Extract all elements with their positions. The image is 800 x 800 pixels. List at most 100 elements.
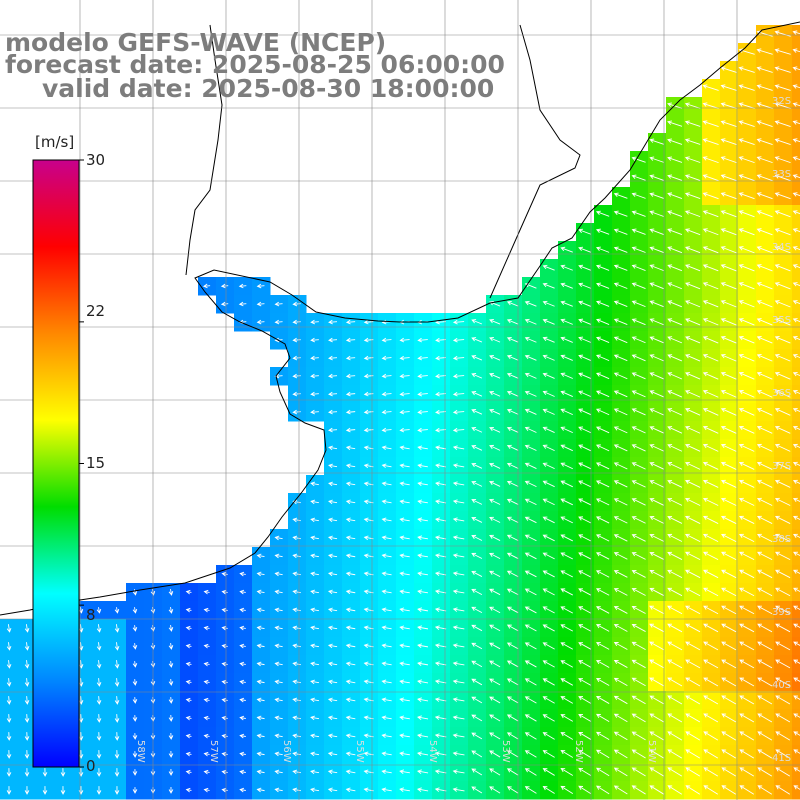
wind-arrow [631, 767, 646, 777]
wind-arrow [595, 570, 610, 578]
wind-arrow [720, 156, 737, 164]
wind-arrow [489, 768, 501, 776]
wind-arrow [774, 66, 791, 73]
wind-arrow [560, 606, 574, 614]
wind-arrow [684, 102, 701, 109]
wind-arrow [203, 661, 210, 667]
wind-arrow [792, 336, 800, 341]
wind-arrow [524, 552, 537, 560]
wind-arrow [667, 731, 683, 741]
wind-arrow [739, 659, 755, 669]
wind-cell [792, 493, 800, 512]
wind-arrow [793, 713, 800, 718]
wind-arrow [613, 767, 628, 777]
wind-arrow [524, 462, 537, 469]
wind-arrow [489, 516, 501, 523]
wind-arrow [578, 354, 592, 361]
wind-arrow [560, 462, 573, 470]
wind-arrow [685, 587, 701, 597]
wind-arrow [345, 499, 356, 505]
wind-arrow [613, 695, 628, 705]
wind-arrow [381, 409, 392, 415]
wind-arrow [685, 605, 701, 615]
wind-arrow [417, 391, 428, 397]
wind-arrow [399, 625, 410, 631]
wind-arrow [684, 120, 701, 127]
wind-arrow [739, 731, 755, 741]
wind-arrow [292, 301, 301, 307]
wind-arrow [757, 605, 773, 615]
wind-arrow [381, 517, 392, 523]
wind-arrow [774, 515, 791, 524]
wind-arrow [417, 535, 428, 540]
wind-arrow [417, 481, 428, 486]
wind-arrow [417, 625, 429, 630]
wind-arrow [631, 408, 646, 416]
wind-arrow [560, 246, 573, 253]
wind-arrow [6, 678, 12, 687]
wind-arrow [702, 461, 719, 470]
wind-arrow [399, 463, 410, 469]
wind-arrow [649, 516, 664, 524]
wind-arrow [720, 174, 737, 182]
wind-arrow [703, 713, 719, 723]
wind-arrow [381, 481, 392, 487]
wind-arrow [185, 733, 192, 739]
wind-cell [792, 763, 800, 782]
longitude-label: 51W [646, 740, 657, 763]
wind-arrow [434, 625, 447, 630]
wind-arrow [649, 282, 664, 290]
wind-arrow [417, 409, 428, 415]
wind-arrow [667, 390, 683, 398]
wind-arrow [613, 624, 628, 632]
wind-arrow [239, 661, 246, 667]
wind-arrow [310, 661, 320, 667]
wind-arrow [399, 355, 410, 361]
wind-arrow [775, 785, 791, 795]
wind-arrow [613, 498, 628, 506]
wind-arrow [649, 156, 664, 163]
wind-arrow [775, 641, 791, 651]
wind-arrow [595, 462, 610, 470]
wind-arrow [381, 445, 392, 451]
wind-arrow [685, 551, 701, 561]
wind-arrow [274, 301, 283, 307]
wind-arrow [720, 407, 737, 416]
wind-arrow [221, 643, 228, 649]
wind-arrow [631, 480, 646, 488]
wind-arrow [793, 677, 800, 682]
wind-arrow [702, 425, 719, 434]
wind-arrow [757, 587, 773, 597]
wind-arrow [203, 787, 210, 793]
wind-arrow [256, 697, 265, 703]
wind-arrow [310, 643, 320, 649]
wind-arrow [667, 569, 683, 579]
wind-arrow [6, 624, 12, 633]
wind-arrow [452, 391, 465, 397]
wind-arrow [524, 714, 537, 722]
wind-arrow [292, 679, 301, 685]
wind-arrow [649, 228, 664, 235]
wind-arrow [792, 443, 800, 449]
wind-arrow [6, 750, 12, 759]
wind-arrow [703, 605, 719, 615]
wind-arrow [345, 409, 356, 415]
wind-arrow [328, 319, 338, 325]
wind-arrow [720, 264, 737, 272]
wind-arrow [560, 678, 574, 686]
wind-arrow [399, 715, 410, 720]
wind-arrow [685, 515, 701, 524]
wind-arrow [774, 264, 791, 272]
wind-arrow [434, 787, 447, 792]
wind-arrow [417, 517, 428, 522]
wind-arrow [560, 390, 573, 397]
wind-arrow [631, 498, 646, 506]
wind-arrow [452, 751, 465, 756]
wind-arrow [452, 535, 465, 540]
wind-arrow [578, 785, 592, 795]
wind-arrow [399, 517, 410, 523]
wind-arrow [685, 659, 701, 669]
wind-arrow [221, 625, 228, 631]
wind-arrow [524, 606, 537, 614]
wind-arrow [24, 624, 30, 633]
